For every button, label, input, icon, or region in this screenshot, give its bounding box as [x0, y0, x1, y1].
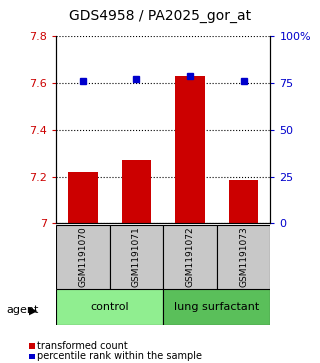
Text: GSM1191071: GSM1191071: [132, 227, 141, 287]
Bar: [56, 225, 109, 289]
Text: percentile rank within the sample: percentile rank within the sample: [37, 351, 202, 361]
Bar: [122, 160, 151, 223]
Bar: [175, 76, 205, 223]
Bar: [68, 172, 98, 223]
Text: GSM1191070: GSM1191070: [78, 227, 87, 287]
Bar: [229, 180, 258, 223]
Bar: [56, 289, 163, 325]
Text: agent: agent: [6, 305, 39, 315]
Text: control: control: [90, 302, 129, 312]
Bar: [163, 289, 270, 325]
Text: GSM1191072: GSM1191072: [186, 227, 195, 287]
Text: ▶: ▶: [29, 305, 37, 315]
Text: lung surfactant: lung surfactant: [174, 302, 260, 312]
Text: transformed count: transformed count: [37, 340, 128, 351]
Text: GSM1191073: GSM1191073: [239, 227, 248, 287]
Bar: [217, 225, 270, 289]
Bar: [109, 225, 163, 289]
Text: GDS4958 / PA2025_gor_at: GDS4958 / PA2025_gor_at: [69, 9, 251, 23]
Bar: [163, 225, 217, 289]
